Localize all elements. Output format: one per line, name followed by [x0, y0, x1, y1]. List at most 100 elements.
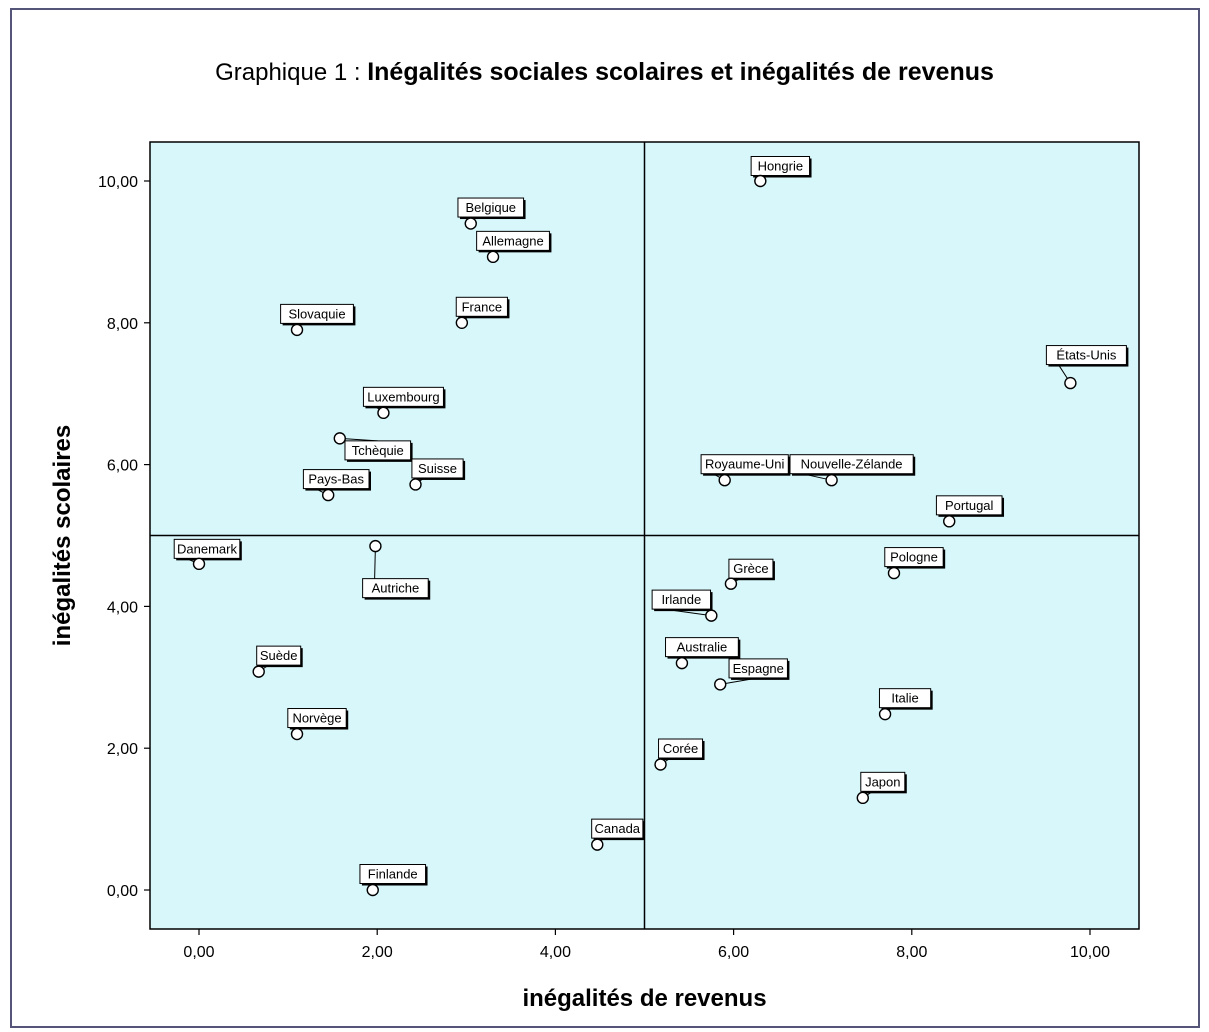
label-box [728, 658, 788, 679]
label-box [362, 386, 444, 407]
data-point: Espagne [714, 658, 790, 691]
data-point: Hongrie [750, 155, 812, 188]
data-point: Norvège [287, 708, 349, 741]
data-point: Japon [856, 771, 907, 805]
point-label: Australie [677, 640, 728, 655]
label-box [935, 495, 1003, 516]
point-label: Portugal [945, 498, 994, 513]
label-box [860, 771, 906, 792]
data-point: Luxembourg [362, 386, 446, 420]
point-label: États-Unis [1056, 348, 1116, 363]
data-point: Finlande [359, 864, 428, 897]
label-box [591, 818, 644, 839]
point-label: Nouvelle-Zélande [801, 457, 903, 472]
data-point: Corée [654, 738, 705, 771]
y-tick-label: 8,00 [107, 316, 138, 333]
point-marker [464, 217, 477, 230]
y-tick-label: 4,00 [107, 599, 138, 616]
point-marker [878, 707, 892, 721]
point-marker [409, 478, 422, 491]
point-label: Tchèquie [352, 443, 404, 458]
data-point: Pologne [884, 547, 946, 580]
point-label: Slovaquie [288, 306, 345, 321]
data-point: Nouvelle-Zélande [789, 454, 916, 487]
x-tick-label: 0,00 [183, 944, 214, 961]
y-tick-label: 6,00 [107, 458, 138, 475]
label-box [476, 230, 550, 251]
x-tick-label: 2,00 [362, 944, 393, 961]
point-marker [675, 656, 689, 670]
data-point: Suisse [409, 458, 466, 491]
data-point: Danemark [173, 538, 242, 571]
data-point: Italie [878, 688, 933, 721]
chart-title-prefix: Graphique 1 : [215, 59, 361, 86]
point-marker [192, 557, 206, 571]
point-marker [591, 838, 604, 851]
label-box [1045, 345, 1127, 366]
data-point: Suède [252, 645, 303, 678]
y-axis-label: inégalités scolaires [49, 425, 76, 646]
y-tick-label: 0,00 [107, 883, 138, 900]
label-box [280, 303, 354, 324]
label-box [728, 558, 774, 579]
point-label: Norvège [292, 711, 341, 726]
chart-title: Graphique 1 : Inégalités sociales scolai… [0, 58, 1209, 87]
point-label: Pologne [890, 550, 938, 565]
label-box [651, 589, 712, 610]
plot-area [149, 141, 1140, 930]
point-marker [369, 539, 382, 553]
data-point: France [455, 296, 510, 329]
point-marker [455, 316, 469, 329]
data-point: États-Unis [1045, 345, 1129, 390]
point-marker [654, 758, 667, 771]
point-marker [486, 250, 500, 264]
point-label: Allemagne [482, 233, 543, 248]
label-box [256, 645, 302, 666]
label-box [700, 454, 789, 475]
label-box [362, 578, 429, 599]
label-box [411, 458, 464, 479]
chart-title-main: Inégalités sociales scolaires et inégali… [367, 58, 994, 86]
point-label: Suisse [418, 461, 457, 476]
point-label: Canada [595, 821, 641, 836]
point-label: Italie [891, 691, 918, 706]
point-marker [290, 727, 304, 741]
data-point: Belgique [457, 197, 526, 230]
label-box [457, 197, 525, 218]
x-tick-label: 8,00 [896, 944, 927, 961]
point-marker [718, 473, 731, 487]
data-point: Slovaquie [280, 303, 356, 337]
label-box [173, 538, 241, 559]
point-label: Luxembourg [367, 389, 439, 404]
label-box [658, 738, 704, 759]
point-label: Espagne [733, 661, 784, 676]
y-tick-label: 10,00 [98, 174, 138, 191]
point-marker [290, 323, 304, 337]
label-box [302, 469, 370, 490]
point-label: Hongrie [758, 158, 804, 173]
data-point: Portugal [935, 495, 1005, 528]
data-point: Tchèquie [333, 432, 413, 462]
point-marker [377, 406, 390, 420]
point-label: Pays-Bas [308, 472, 364, 487]
label-box [344, 440, 412, 461]
data-point: Autriche [362, 539, 431, 600]
data-point: Royaume-Uni [700, 454, 791, 487]
point-marker [321, 488, 335, 502]
label-box [789, 454, 914, 475]
point-label: Suède [260, 648, 298, 663]
point-label: Irlande [661, 592, 701, 607]
point-label: Corée [663, 741, 698, 756]
data-point: Pays-Bas [302, 469, 371, 502]
data-point: Irlande [651, 589, 718, 622]
point-label: Finlande [368, 867, 418, 882]
y-tick-label: 2,00 [107, 741, 138, 758]
label-box [359, 864, 427, 885]
label-box [750, 155, 811, 176]
point-marker [1064, 376, 1077, 390]
point-marker [825, 473, 838, 487]
point-marker [366, 883, 379, 897]
point-marker [724, 577, 738, 590]
label-box [878, 688, 932, 709]
point-marker [887, 566, 901, 580]
